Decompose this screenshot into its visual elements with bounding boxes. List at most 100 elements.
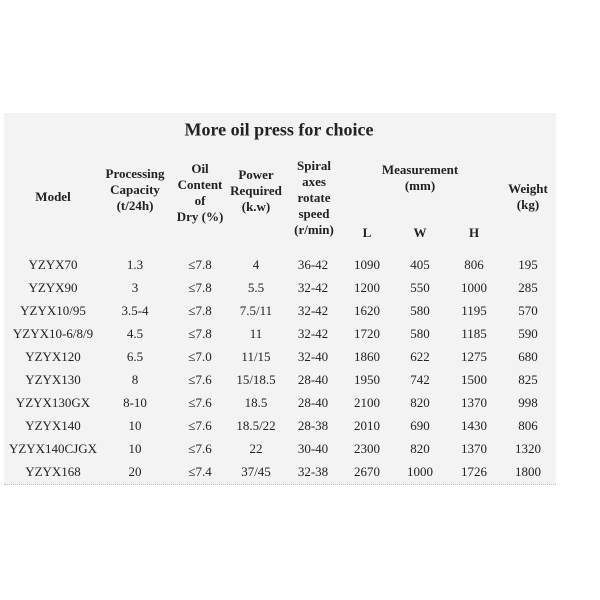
table-cell: 10 bbox=[128, 418, 142, 433]
table-cell: ≤7.8 bbox=[188, 280, 212, 295]
header-oil-content: Dry (%) bbox=[176, 209, 224, 224]
table-cell: ≤7.6 bbox=[188, 418, 212, 433]
table-cell: 825 bbox=[518, 372, 538, 387]
header-oil-content: Content bbox=[177, 177, 223, 192]
table-cell: 1370 bbox=[461, 395, 487, 410]
table-cell: 37/45 bbox=[241, 464, 271, 479]
table-cell: 6.5 bbox=[126, 349, 144, 364]
table-cell: 2010 bbox=[354, 418, 380, 433]
table-cell: 405 bbox=[410, 257, 430, 272]
table-cell: 1430 bbox=[461, 418, 487, 433]
table-cell: YZYX130GX bbox=[15, 395, 91, 410]
table-cell: YZYX70 bbox=[28, 257, 78, 272]
table-cell: 3.5-4 bbox=[121, 303, 149, 318]
header-power: Required bbox=[230, 183, 282, 198]
header-dim: H bbox=[468, 225, 480, 240]
table-cell: ≤7.0 bbox=[188, 349, 212, 364]
header-oil-content: of bbox=[194, 193, 206, 208]
table-bottom-divider bbox=[4, 484, 556, 485]
table-cell: 32-40 bbox=[297, 349, 329, 364]
table-cell: 20 bbox=[128, 464, 142, 479]
header-spiral-speed: speed bbox=[298, 206, 330, 221]
header-weight: (kg) bbox=[516, 197, 540, 212]
table-cell: 550 bbox=[410, 280, 430, 295]
header-spiral-speed: Spiral bbox=[297, 158, 331, 173]
table-cell: 5.5 bbox=[247, 280, 265, 295]
table-cell: 18.5/22 bbox=[236, 418, 276, 433]
header-oil-content: Oil bbox=[191, 161, 209, 176]
table-cell: 32-38 bbox=[297, 464, 329, 479]
table-cell: 1800 bbox=[515, 464, 541, 479]
table-cell: 1620 bbox=[354, 303, 380, 318]
table-cell: 806 bbox=[518, 418, 538, 433]
table-cell: 2300 bbox=[354, 441, 380, 456]
table-cell: 3 bbox=[131, 280, 139, 295]
table-cell: 820 bbox=[410, 395, 430, 410]
header-spiral-speed: rotate bbox=[297, 190, 331, 205]
table-cell: 2670 bbox=[354, 464, 380, 479]
table-cell: 4 bbox=[252, 257, 260, 272]
header-capacity: Processing bbox=[105, 166, 165, 181]
table-cell: YZYX10/95 bbox=[20, 303, 86, 318]
table-cell: 1000 bbox=[407, 464, 433, 479]
table-cell: 590 bbox=[518, 326, 538, 341]
table-cell: 28-38 bbox=[297, 418, 329, 433]
table-cell: 1090 bbox=[354, 257, 380, 272]
table-cell: YZYX10-6/8/9 bbox=[12, 326, 94, 341]
table-cell: YZYX140CJGX bbox=[8, 441, 98, 456]
header-dim: L bbox=[362, 225, 372, 240]
table-cell: 32-42 bbox=[297, 280, 329, 295]
header-spiral-speed: axes bbox=[302, 174, 326, 189]
table-cell: YZYX168 bbox=[25, 464, 81, 479]
table-cell: ≤7.6 bbox=[188, 395, 212, 410]
table-background bbox=[4, 113, 556, 485]
table-cell: 622 bbox=[410, 349, 430, 364]
header-measurement: (mm) bbox=[404, 178, 436, 193]
header-dim: W bbox=[413, 225, 427, 240]
table-cell: YZYX130 bbox=[25, 372, 81, 387]
header-power: Power bbox=[238, 167, 274, 182]
table-cell: 1370 bbox=[461, 441, 487, 456]
table-cell: 820 bbox=[410, 441, 430, 456]
table-cell: 1195 bbox=[461, 303, 487, 318]
table-title: More oil press for choice bbox=[184, 119, 374, 140]
table-cell: ≤7.8 bbox=[188, 257, 212, 272]
table-cell: 1950 bbox=[354, 372, 380, 387]
table-cell: ≤7.6 bbox=[188, 441, 212, 456]
table-cell: 8-10 bbox=[123, 395, 147, 410]
table-cell: 580 bbox=[410, 326, 430, 341]
header-capacity: Capacity bbox=[110, 182, 160, 197]
table-cell: 998 bbox=[518, 395, 538, 410]
table-cell: 1.3 bbox=[126, 257, 144, 272]
table-cell: 680 bbox=[518, 349, 538, 364]
table-cell: 1000 bbox=[461, 280, 487, 295]
table-cell: YZYX120 bbox=[25, 349, 81, 364]
table-cell: 1200 bbox=[354, 280, 380, 295]
header-spiral-speed: (r/min) bbox=[294, 222, 334, 237]
table-cell: 1275 bbox=[461, 349, 487, 364]
table-cell: 1720 bbox=[354, 326, 380, 341]
table-cell: 1185 bbox=[461, 326, 487, 341]
table-cell: 580 bbox=[410, 303, 430, 318]
table-cell: 36-42 bbox=[297, 257, 329, 272]
table-cell: YZYX140 bbox=[25, 418, 81, 433]
table-cell: ≤7.6 bbox=[188, 372, 212, 387]
table-cell: 742 bbox=[410, 372, 430, 387]
table-cell: 15/18.5 bbox=[236, 372, 276, 387]
table-cell: 8 bbox=[131, 372, 139, 387]
table-cell: YZYX90 bbox=[28, 280, 78, 295]
table-cell: 570 bbox=[518, 303, 538, 318]
table-cell: 1500 bbox=[461, 372, 487, 387]
table-cell: 195 bbox=[518, 257, 538, 272]
table-cell: ≤7.4 bbox=[188, 464, 212, 479]
table-cell: 28-40 bbox=[297, 372, 329, 387]
header-power: (k.w) bbox=[241, 199, 271, 214]
table-cell: 7.5/11 bbox=[239, 303, 273, 318]
table-cell: 806 bbox=[464, 257, 484, 272]
table-cell: 28-40 bbox=[297, 395, 329, 410]
table-cell: 30-40 bbox=[297, 441, 329, 456]
header-capacity: (t/24h) bbox=[116, 198, 154, 213]
table-cell: 1860 bbox=[354, 349, 380, 364]
table-cell: 1320 bbox=[515, 441, 541, 456]
table-cell: 10 bbox=[128, 441, 142, 456]
